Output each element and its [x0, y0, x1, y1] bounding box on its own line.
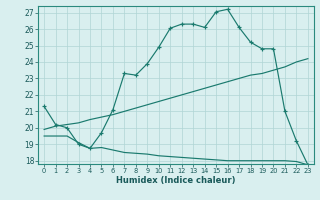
X-axis label: Humidex (Indice chaleur): Humidex (Indice chaleur) — [116, 176, 236, 185]
